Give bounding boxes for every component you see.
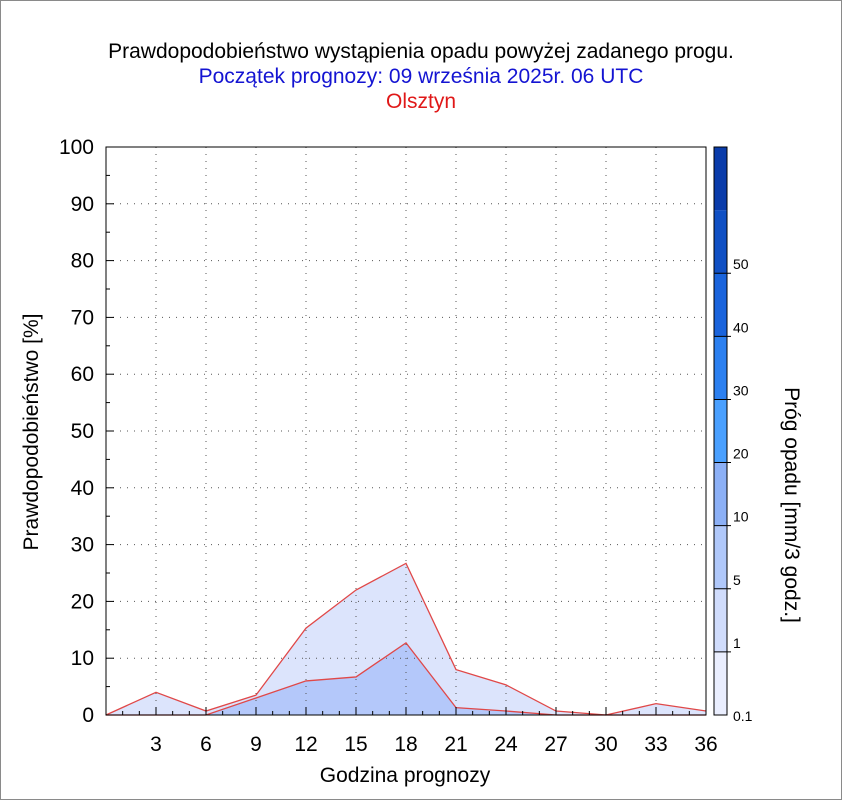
y-tick-label: 10 xyxy=(71,647,94,670)
x-tick-label: 24 xyxy=(494,733,518,756)
y-tick-label: 0 xyxy=(82,704,94,727)
y-tick-label: 50 xyxy=(71,420,94,443)
y-tick-label: 40 xyxy=(71,477,94,500)
x-tick-label: 15 xyxy=(344,733,367,756)
colorbar-tick-label: 1 xyxy=(733,635,741,651)
forecast-start-subtitle: Początek prognozy: 09 września 2025r. 06… xyxy=(198,65,644,88)
colorbar-tick-label: 0.1 xyxy=(733,708,753,724)
x-axis: 3 6 9 12 15 18 21 24 27 30 33 36 xyxy=(122,707,718,756)
colorbar-segment xyxy=(714,336,727,400)
colorbar-tick-label: 20 xyxy=(733,446,749,462)
x-tick-label: 33 xyxy=(644,733,667,756)
colorbar-tick-label: 30 xyxy=(733,382,749,398)
colorbar-segment xyxy=(714,399,727,463)
x-tick-label: 21 xyxy=(444,733,467,756)
x-tick-label: 3 xyxy=(150,733,162,756)
location-subtitle: Olsztyn xyxy=(385,90,456,113)
colorbar: 0.1 1 5 10 20 30 40 50 xyxy=(713,146,753,724)
x-tick-label: 12 xyxy=(294,733,317,756)
y-axis-label: Prawdopodobieństwo [%] xyxy=(20,314,43,551)
colorbar-segment xyxy=(714,147,727,211)
colorbar-segment xyxy=(714,651,727,715)
x-tick-label: 18 xyxy=(394,733,417,756)
series-area-0 xyxy=(106,563,706,715)
chart-title: Prawdopodobieństwo wystąpienia opadu pow… xyxy=(108,40,734,63)
colorbar-segment xyxy=(714,462,727,526)
y-tick-label: 70 xyxy=(71,306,94,329)
x-tick-label: 6 xyxy=(200,733,212,756)
y-tick-label: 90 xyxy=(71,193,94,216)
y-tick-label: 60 xyxy=(71,363,94,386)
y-tick-label: 80 xyxy=(71,250,94,273)
colorbar-tick-label: 40 xyxy=(733,319,749,335)
colorbar-segment xyxy=(714,588,727,652)
y-axis: 0 10 20 30 40 50 60 70 80 90 100 xyxy=(59,136,114,727)
y-tick-label: 30 xyxy=(71,534,94,557)
colorbar-segment xyxy=(714,525,727,589)
series-areas xyxy=(106,563,706,715)
colorbar-tick-label: 50 xyxy=(733,256,749,272)
x-tick-label: 27 xyxy=(544,733,567,756)
x-tick-label: 36 xyxy=(694,733,717,756)
x-tick-label: 9 xyxy=(250,733,262,756)
y-tick-label: 20 xyxy=(71,590,94,613)
x-tick-label: 30 xyxy=(594,733,617,756)
colorbar-tick-label: 10 xyxy=(733,509,749,525)
colorbar-segment xyxy=(714,273,727,337)
colorbar-segment xyxy=(714,210,727,274)
series-area-1 xyxy=(106,642,706,715)
colorbar-tick-label: 5 xyxy=(733,572,741,588)
colorbar-label: Próg opadu [mm/3 godz.] xyxy=(780,387,803,623)
y-tick-label: 100 xyxy=(59,136,94,159)
x-axis-label: Godzina prognozy xyxy=(320,764,491,787)
colorbar-border xyxy=(713,146,728,716)
